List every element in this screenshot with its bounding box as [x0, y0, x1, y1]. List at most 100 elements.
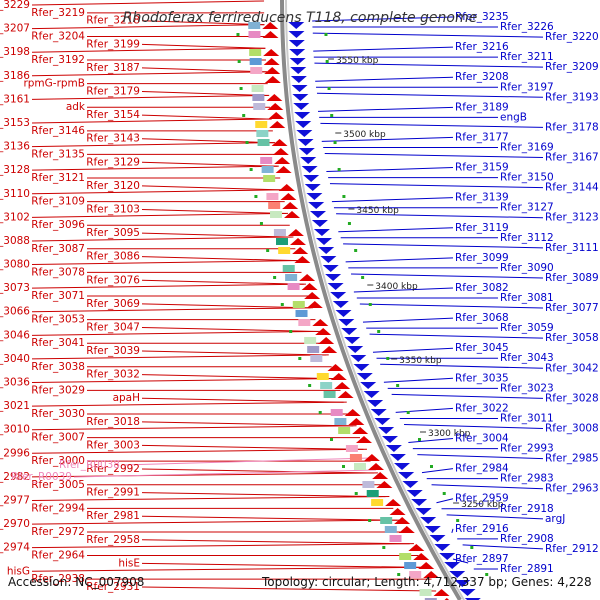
reverse-gene-arrow [311, 220, 328, 227]
reverse-gene-arrow [341, 328, 358, 335]
right-leader-line [451, 528, 454, 533]
forward-gene-arrow [315, 328, 332, 335]
right-gene-label: Rfer_3119 [455, 222, 509, 234]
left-leader-line [141, 444, 364, 450]
reverse-gene-arrow [288, 31, 305, 38]
right-gene-label: Rfer_3035 [455, 372, 509, 384]
right-leader-line [404, 423, 544, 429]
left-leader-line [141, 539, 410, 545]
reverse-gene-arrow [434, 544, 451, 551]
right-leader-line [452, 558, 469, 564]
cog-category-box [399, 553, 412, 560]
forward-gene-arrow [348, 418, 365, 425]
left-leader-line [31, 71, 268, 77]
right-leader-line [315, 76, 454, 82]
left-gene-label: Rfer_3041 [31, 337, 85, 349]
forward-gene-arrow [330, 373, 347, 380]
cog-category-box [263, 175, 276, 182]
right-leader-line [372, 347, 454, 353]
forward-gene-arrow [269, 121, 286, 128]
forward-gene-arrow [282, 202, 299, 209]
reverse-strand-genes [288, 22, 489, 600]
left-gene-label: Rfer_3095 [86, 227, 140, 239]
left-gene-label: Rfer_3010 [0, 424, 30, 436]
cog-category-box [310, 355, 323, 362]
forward-gene-arrow [334, 382, 351, 389]
feature-dot [254, 195, 258, 198]
left-gene-label: Rfer_3080 [0, 259, 30, 271]
forward-gene-arrow [275, 166, 292, 173]
cog-category-box [345, 445, 358, 452]
left-leader-line [141, 185, 282, 191]
left-gene-label: Rfer_3129 [86, 156, 140, 168]
feature-dot [330, 114, 334, 117]
left-gene-label: Rfer_3066 [0, 306, 30, 318]
reverse-gene-arrow [398, 472, 415, 479]
reverse-gene-arrow [344, 337, 361, 344]
right-leader-line [336, 213, 544, 219]
reverse-gene-arrow [289, 49, 306, 56]
cog-category-box [349, 454, 362, 461]
accession-text: Accession: NC_007908 [8, 575, 145, 589]
left-leader-line [31, 354, 329, 360]
left-gene-label: Rfer_3007 [31, 432, 85, 444]
left-gene-label: Rfer_3087 [31, 243, 85, 255]
forward-gene-arrow [271, 139, 288, 146]
left-gene-label: Rfer_3005 [31, 479, 85, 491]
reverse-gene-arrow [310, 211, 327, 218]
left-leader-line [141, 515, 398, 521]
right-gene-label: Rfer_2963 [545, 483, 599, 495]
cog-category-box [404, 562, 417, 569]
left-leader-line [31, 566, 428, 572]
feature-dot [237, 60, 241, 63]
forward-gene-arrow [292, 247, 309, 254]
left-leader-line [141, 374, 335, 380]
genome-backbone [280, 0, 462, 600]
cog-category-box [268, 202, 281, 209]
reverse-gene-arrow [327, 283, 344, 290]
reverse-gene-arrow [353, 364, 370, 371]
forward-gene-arrow [262, 22, 279, 29]
cog-category-box [353, 463, 366, 470]
cog-category-box [273, 229, 286, 236]
left-leader-line [141, 114, 271, 120]
left-leader-line [31, 236, 294, 242]
left-gene-label: Rfer_3069 [86, 298, 140, 310]
scale-label: 3250 kbp [461, 500, 504, 510]
feature-dot [347, 222, 351, 225]
left-leader-line [141, 256, 298, 262]
cog-category-box [419, 589, 432, 596]
right-leader-line [380, 363, 544, 369]
left-gene-label: Rfer_2958 [86, 534, 140, 546]
cog-category-box [249, 49, 262, 56]
right-leader-line [324, 153, 544, 159]
left-leader-line [31, 118, 272, 124]
reverse-gene-arrow [420, 517, 437, 524]
reverse-gene-arrow [406, 490, 423, 497]
left-leader-line [31, 543, 414, 549]
reverse-gene-arrow [449, 571, 466, 578]
scale-label: 3350 kbp [399, 356, 442, 366]
right-leader-line [312, 32, 544, 38]
right-gene-label: Rfer_3123 [545, 212, 599, 224]
feature-dot [368, 303, 372, 306]
forward-gene-arrow [264, 76, 281, 83]
right-leader-line [359, 303, 544, 309]
reverse-gene-arrow [296, 130, 313, 137]
right-leader-line [462, 544, 544, 550]
feature-dot [249, 168, 253, 171]
left-gene-label: Rfer_3076 [86, 274, 140, 286]
left-gene-label: Rfer_3029 [31, 384, 85, 396]
left-leader-line [31, 307, 313, 313]
cog-category-box [261, 166, 274, 173]
left-gene-label: Rfer_3161 [0, 93, 30, 105]
right-gene-label: Rfer_3177 [455, 131, 509, 143]
forward-gene-arrow [294, 256, 311, 263]
feature-dot [242, 114, 246, 117]
cog-category-box [307, 346, 320, 353]
reverse-gene-arrow [295, 121, 312, 128]
feature-dot [397, 573, 401, 576]
left-gene-label: Rfer_3109 [31, 196, 85, 208]
left-leader-line [141, 67, 267, 73]
reverse-gene-arrow [304, 184, 321, 191]
